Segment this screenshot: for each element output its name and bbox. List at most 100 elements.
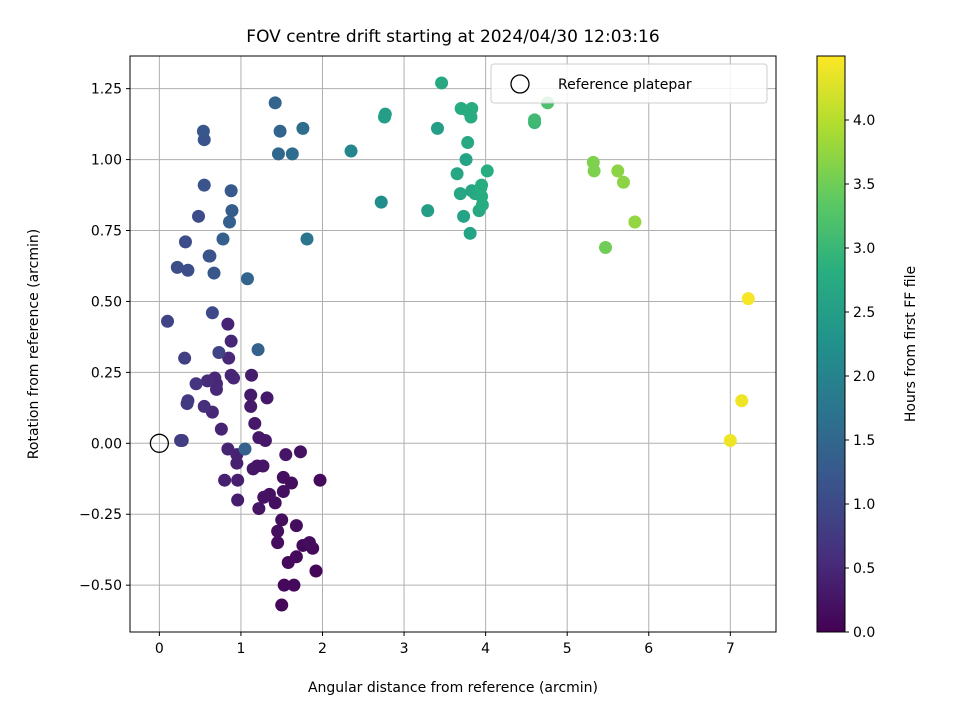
scatter-point [271,524,285,538]
scatter-point [279,448,293,462]
colorbar-tick-label: 0.5 [853,561,875,577]
x-tick-label: 1 [236,641,245,657]
scatter-point [212,346,226,360]
scatter-point [273,124,287,138]
scatter-point [276,485,290,499]
scatter-point [293,445,307,459]
y-tick-label: 1.25 [91,82,122,98]
scatter-point [245,368,259,382]
scatter-point [224,334,238,348]
scatter-point [374,195,388,209]
scatter-point [197,178,211,192]
y-tick-label: −0.50 [79,578,122,594]
scatter-point [225,204,239,218]
scatter-point [268,96,282,110]
scatter-point [611,164,625,178]
scatter-point [256,459,270,473]
scatter-point [276,470,290,484]
scatter-point [463,226,477,240]
scatter-point [205,306,219,320]
scatter-point [741,292,755,306]
scatter-point [289,550,303,564]
scatter-point [200,374,214,388]
scatter-point [216,232,230,246]
scatter-point [435,76,449,90]
scatter-point [313,473,327,487]
scatter-point [344,144,358,158]
scatter-point [170,260,184,274]
y-tick-label: 1.00 [91,153,122,169]
legend: Reference platepar [490,63,768,104]
scatter-point [277,578,291,592]
scatter-point [599,241,613,255]
y-tick-label: −0.25 [79,507,122,523]
scatter-point [240,272,254,286]
legend-box [490,63,768,104]
x-tick-label: 4 [481,641,490,657]
reference-platepar-marker [149,433,170,453]
colorbar-tick-label: 3.5 [853,177,875,193]
colorbar-tick-label: 0.0 [853,625,875,641]
scatter-point [309,564,323,578]
scatter-point [260,391,274,405]
scatter-point [197,399,211,413]
scatter-point [224,184,238,198]
colorbar-tick-label: 1.0 [853,497,875,513]
scatter-point [735,394,749,408]
scatter-point [218,473,232,487]
y-tick-label: 0.00 [91,436,122,452]
x-tick-label: 7 [726,641,735,657]
scatter-point [453,187,467,201]
scatter-point [289,519,303,533]
colorbar-tick-label: 3.0 [853,241,875,257]
colorbar: 0.0 0.5 1.0 1.5 2.0 2.5 3.0 3.5 4.0 Hours from f… [816,55,919,641]
scatter-point [480,164,494,178]
scatter-point [275,598,289,612]
scatter-point [302,536,316,550]
scatter-point [246,462,260,476]
x-axis-ticks: 0 1 2 3 4 5 6 7 [155,632,735,657]
scatter-point [222,351,236,365]
scatter-point [214,422,228,436]
colorbar-label: Hours from first FF file [903,266,919,422]
scatter-points [161,76,755,612]
scatter-point [178,351,192,365]
colorbar-ticks: 0.0 0.5 1.0 1.5 2.0 2.5 3.0 3.5 4.0 [845,113,875,641]
scatter-point [257,490,271,504]
scatter-point [223,215,237,229]
scatter-point [616,175,630,189]
scatter-point [378,107,392,121]
scatter-point [300,232,314,246]
scatter-point [202,249,216,263]
scatter-point [271,147,285,161]
scatter-point [457,209,471,223]
x-axis-label: Angular distance from reference (arcmin) [308,680,598,696]
scatter-point [275,513,289,527]
scatter-point [587,164,601,178]
legend-reference-marker-icon [510,74,530,94]
scatter-point [248,416,262,430]
scatter-point [475,178,489,192]
scatter-point [231,493,245,507]
legend-entry-reference: Reference platepar [558,77,692,93]
scatter-point [461,136,475,150]
y-axis-ticks: −0.50 −0.25 0.00 0.25 0.50 0.75 1.00 1.25 [79,82,130,594]
scatter-point [189,377,203,391]
x-tick-label: 0 [155,641,164,657]
x-tick-label: 3 [400,641,409,657]
y-tick-label: 0.50 [91,294,122,310]
scatter-point [221,317,235,331]
scatter-point [174,433,188,447]
chart-title: FOV centre drift starting at 2024/04/30 … [246,27,659,47]
scatter-point [431,121,445,135]
scatter-point [238,442,252,456]
scatter-point [421,204,435,218]
scatter-point [178,235,192,249]
y-axis-label: Rotation from reference (arcmin) [26,229,42,459]
scatter-point [251,343,265,357]
scatter-point [207,266,221,280]
scatter-point [464,110,478,124]
scatter-point [271,536,285,550]
scatter-point [181,263,195,277]
